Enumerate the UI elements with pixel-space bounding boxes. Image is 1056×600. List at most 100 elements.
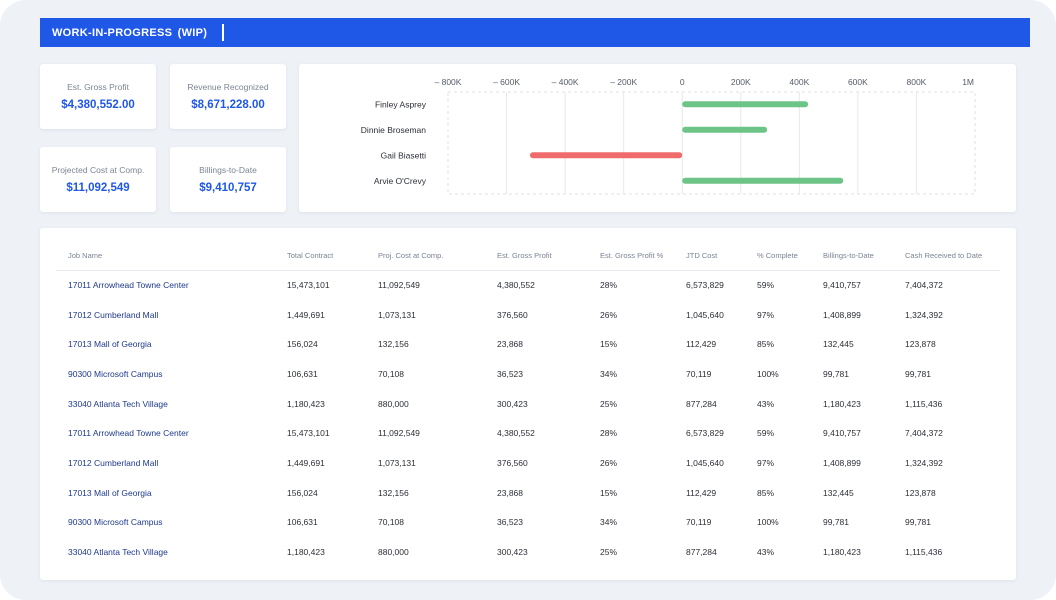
col-est-gross-profit-pct-cell: 28% [600, 428, 618, 439]
table-header-row: Job Name Total Contract Proj. Cost at Comp… [56, 242, 1000, 271]
col-est-gross-profit-cell: 300,423 [497, 547, 528, 558]
col-job-name-cell[interactable]: 90300 Microsoft Campus [68, 517, 163, 528]
col-job-name-cell[interactable]: 33040 Atlanta Tech Village [68, 547, 168, 558]
col-total-contract-cell: 156,024 [287, 487, 318, 498]
table-body: 17011 Arrowhead Towne Center 15,473,101 11… [56, 270, 1000, 567]
table-row[interactable]: 33040 Atlanta Tech Village 1,180,423 880,0… [56, 389, 1000, 419]
col-total-contract-cell: 1,449,691 [287, 457, 325, 468]
col-billings-to-date-cell: 132,445 [823, 339, 854, 350]
col-proj-cost-cell: 132,156 [378, 487, 409, 498]
col-proj-cost-cell: 880,000 [378, 547, 409, 558]
category-label: Dinnie Broseman [361, 125, 426, 135]
col-cash-received-cell: 7,404,372 [905, 280, 943, 291]
kpi-label: Billings-to-Date [199, 165, 257, 175]
table-row[interactable]: 17012 Cumberland Mall 1,449,691 1,073,131 3… [56, 300, 1000, 330]
table-row[interactable]: 17011 Arrowhead Towne Center 15,473,101 11… [56, 418, 1000, 448]
col-billings-to-date-cell: 99,781 [823, 368, 849, 379]
col-proj-cost-cell: 70,108 [378, 517, 404, 528]
col-job-name-cell[interactable]: 17012 Cumberland Mall [68, 457, 159, 468]
col-billings-to-date-cell: 9,410,757 [823, 280, 861, 291]
col-total-contract-cell: 1,180,423 [287, 547, 325, 558]
category-label: Gail Biasetti [381, 150, 426, 160]
col-cash-received-cell: 1,115,436 [905, 547, 943, 558]
col-job-name-cell[interactable]: 90300 Microsoft Campus [68, 368, 163, 379]
col-proj-cost-cell: 1,073,131 [378, 309, 416, 320]
col-pct-complete-cell: 59% [757, 428, 775, 439]
col-proj-cost-cell: 11,092,549 [378, 428, 420, 439]
col-cash-received-cell: 99,781 [905, 517, 931, 528]
col-cash-received-header[interactable]: Cash Received to Date [893, 242, 1000, 271]
kpi-card-revenue-recognized: Revenue Recognized $8,671,228.00 [170, 64, 286, 129]
table-row[interactable]: 17013 Mall of Georgia 156,024 132,156 23,86… [56, 329, 1000, 359]
col-est-gross-profit-pct-header[interactable]: Est. Gross Profit % [588, 242, 674, 271]
col-job-name-header[interactable]: Job Name [56, 242, 275, 271]
col-jtd-cost-cell: 877,284 [686, 398, 717, 409]
x-tick-label: – 200K [610, 77, 637, 87]
col-job-name-cell[interactable]: 17013 Mall of Georgia [68, 487, 152, 498]
col-est-gross-profit-cell: 23,868 [497, 487, 523, 498]
col-cash-received-cell: 99,781 [905, 368, 931, 379]
col-pct-complete-header[interactable]: % Complete [745, 242, 811, 271]
table-row[interactable]: 90300 Microsoft Campus 106,631 70,108 36,52… [56, 359, 1000, 389]
col-pct-complete-cell: 43% [757, 547, 775, 558]
kpi-label: Est. Gross Profit [67, 82, 129, 92]
table-row[interactable]: 17011 Arrowhead Towne Center 15,473,101 11… [56, 270, 1000, 300]
col-job-name-cell[interactable]: 33040 Atlanta Tech Village [68, 398, 168, 409]
table-row[interactable]: 17012 Cumberland Mall 1,449,691 1,073,131 3… [56, 448, 1000, 478]
kpi-value: $4,380,552.00 [61, 99, 135, 111]
col-proj-cost-header[interactable]: Proj. Cost at Comp. [366, 242, 485, 271]
col-est-gross-profit-cell: 300,423 [497, 398, 528, 409]
col-est-gross-profit-pct-cell: 34% [600, 517, 618, 528]
table-row[interactable]: 90300 Microsoft Campus 106,631 70,108 36,52… [56, 508, 1000, 538]
col-pct-complete-cell: 59% [757, 280, 775, 291]
page-title: WORK-IN-PROGRESS (WIP) [52, 26, 208, 39]
x-tick-label: 1M [962, 77, 974, 87]
x-tick-label: 600K [848, 77, 868, 87]
col-pct-complete-cell: 97% [757, 457, 775, 468]
col-job-name-cell[interactable]: 17012 Cumberland Mall [68, 309, 159, 320]
col-job-name-cell[interactable]: 17011 Arrowhead Towne Center [68, 428, 189, 439]
col-est-gross-profit-pct-cell: 28% [600, 280, 618, 291]
col-job-name-cell[interactable]: 17011 Arrowhead Towne Center [68, 280, 189, 291]
col-jtd-cost-cell: 1,045,640 [686, 309, 724, 320]
col-jtd-cost-cell: 877,284 [686, 547, 717, 558]
col-est-gross-profit-cell: 36,523 [497, 368, 523, 379]
profit-bar-chart: – 800K – 600K – 400K – 200K 0 200K 400K 600K 800… [361, 77, 976, 195]
col-est-gross-profit-cell: 4,380,552 [497, 280, 535, 291]
col-cash-received-cell: 1,324,392 [905, 457, 943, 468]
col-total-contract-cell: 15,473,101 [287, 280, 330, 291]
table-row[interactable]: 33040 Atlanta Tech Village 1,180,423 880,0… [56, 537, 1000, 567]
table-row[interactable]: 17013 Mall of Georgia 156,024 132,156 23,86… [56, 478, 1000, 508]
col-pct-complete-cell: 100% [757, 368, 779, 379]
col-jtd-cost-header[interactable]: JTD Cost [674, 242, 745, 271]
col-cash-received-cell: 1,115,436 [905, 398, 943, 409]
col-cash-received-cell: 123,878 [905, 487, 936, 498]
page-header: WORK-IN-PROGRESS (WIP) [40, 18, 1030, 47]
col-cash-received-cell: 7,404,372 [905, 428, 943, 439]
col-billings-to-date-cell: 99,781 [823, 517, 849, 528]
col-pct-complete-cell: 43% [757, 398, 775, 409]
col-est-gross-profit-cell: 23,868 [497, 339, 523, 350]
x-tick-label: 200K [731, 77, 751, 87]
col-jtd-cost-cell: 6,573,829 [686, 428, 724, 439]
col-proj-cost-cell: 70,108 [378, 368, 404, 379]
kpi-card-est-gross-profit: Est. Gross Profit $4,380,552.00 [40, 64, 156, 129]
x-tick-label: – 400K [552, 77, 579, 87]
col-total-contract-cell: 1,449,691 [287, 309, 325, 320]
col-job-name-cell[interactable]: 17013 Mall of Georgia [68, 339, 152, 350]
kpi-label: Revenue Recognized [187, 82, 269, 92]
col-est-gross-profit-pct-cell: 26% [600, 457, 618, 468]
kpi-value: $11,092,549 [66, 182, 130, 194]
x-tick-label: 0 [680, 77, 685, 87]
col-est-gross-profit-header[interactable]: Est. Gross Profit [485, 242, 588, 271]
kpi-value: $9,410,757 [199, 182, 257, 194]
col-est-gross-profit-cell: 4,380,552 [497, 428, 535, 439]
col-total-contract-header[interactable]: Total Contract [275, 242, 366, 271]
x-tick-label: – 800K [435, 77, 462, 87]
profit-bar-chart-card: – 800K – 600K – 400K – 200K 0 200K 400K 600K 800… [299, 64, 1016, 212]
col-est-gross-profit-cell: 376,560 [497, 309, 528, 320]
x-tick-label: 400K [789, 77, 809, 87]
col-billings-to-date-header[interactable]: Billings-to-Date [811, 242, 893, 271]
col-est-gross-profit-pct-cell: 26% [600, 309, 618, 320]
